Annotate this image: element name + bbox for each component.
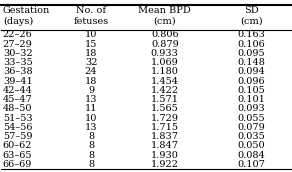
Text: 0.933: 0.933	[151, 49, 179, 58]
Text: 0.094: 0.094	[238, 67, 265, 76]
Text: 0.084: 0.084	[238, 150, 265, 160]
Text: No. of
fetuses: No. of fetuses	[73, 7, 109, 26]
Text: 18: 18	[85, 49, 97, 58]
Text: 10: 10	[85, 114, 97, 122]
Text: 1.571: 1.571	[151, 95, 179, 104]
Text: Gestation
(days): Gestation (days)	[3, 7, 50, 26]
Text: 0.879: 0.879	[151, 40, 179, 49]
Text: 51–53: 51–53	[3, 114, 32, 122]
Text: 1.069: 1.069	[151, 58, 179, 67]
Text: 0.055: 0.055	[238, 114, 265, 122]
Text: 32: 32	[85, 58, 97, 67]
Text: 0.107: 0.107	[238, 160, 265, 169]
Text: Mean BPD
(cm): Mean BPD (cm)	[138, 7, 191, 26]
Text: 33–35: 33–35	[3, 58, 33, 67]
Text: 1.715: 1.715	[151, 123, 179, 132]
Text: 0.093: 0.093	[238, 104, 265, 113]
Text: 0.096: 0.096	[238, 77, 265, 85]
Text: 13: 13	[85, 123, 97, 132]
Text: 0.095: 0.095	[238, 49, 265, 58]
Text: 45–47: 45–47	[3, 95, 33, 104]
Text: 1.180: 1.180	[151, 67, 179, 76]
Text: 27–29: 27–29	[3, 40, 33, 49]
Text: 1.422: 1.422	[151, 86, 179, 95]
Text: 1.454: 1.454	[151, 77, 179, 85]
Text: 8: 8	[88, 132, 94, 141]
Text: 13: 13	[85, 95, 97, 104]
Text: 0.148: 0.148	[238, 58, 265, 67]
Text: 0.050: 0.050	[238, 141, 265, 150]
Text: 36–38: 36–38	[3, 67, 32, 76]
Text: 0.101: 0.101	[238, 95, 265, 104]
Text: 0.105: 0.105	[238, 86, 265, 95]
Text: 0.106: 0.106	[238, 40, 265, 49]
Text: 1.837: 1.837	[151, 132, 179, 141]
Text: 24: 24	[85, 67, 97, 76]
Text: 63–65: 63–65	[3, 150, 32, 160]
Text: 1.565: 1.565	[151, 104, 179, 113]
Text: 8: 8	[88, 160, 94, 169]
Text: 8: 8	[88, 150, 94, 160]
Text: 1.847: 1.847	[151, 141, 179, 150]
Text: 0.079: 0.079	[238, 123, 265, 132]
Text: 1.930: 1.930	[151, 150, 179, 160]
Text: 42–44: 42–44	[3, 86, 33, 95]
Text: 39–41: 39–41	[3, 77, 33, 85]
Text: 66–69: 66–69	[3, 160, 32, 169]
Text: 1.922: 1.922	[151, 160, 179, 169]
Text: 0.163: 0.163	[238, 30, 265, 39]
Text: 18: 18	[85, 77, 97, 85]
Text: 10: 10	[85, 30, 97, 39]
Text: 9: 9	[88, 86, 94, 95]
Text: 1.729: 1.729	[151, 114, 179, 122]
Text: 57–59: 57–59	[3, 132, 32, 141]
Text: 48–50: 48–50	[3, 104, 32, 113]
Text: 22–26: 22–26	[3, 30, 33, 39]
Text: 8: 8	[88, 141, 94, 150]
Text: SD
(cm): SD (cm)	[240, 7, 263, 26]
Text: 30–32: 30–32	[3, 49, 33, 58]
Text: 11: 11	[85, 104, 97, 113]
Text: 60–62: 60–62	[3, 141, 32, 150]
Text: 54–56: 54–56	[3, 123, 32, 132]
Text: 15: 15	[85, 40, 97, 49]
Text: 0.806: 0.806	[151, 30, 179, 39]
Text: 0.035: 0.035	[238, 132, 265, 141]
